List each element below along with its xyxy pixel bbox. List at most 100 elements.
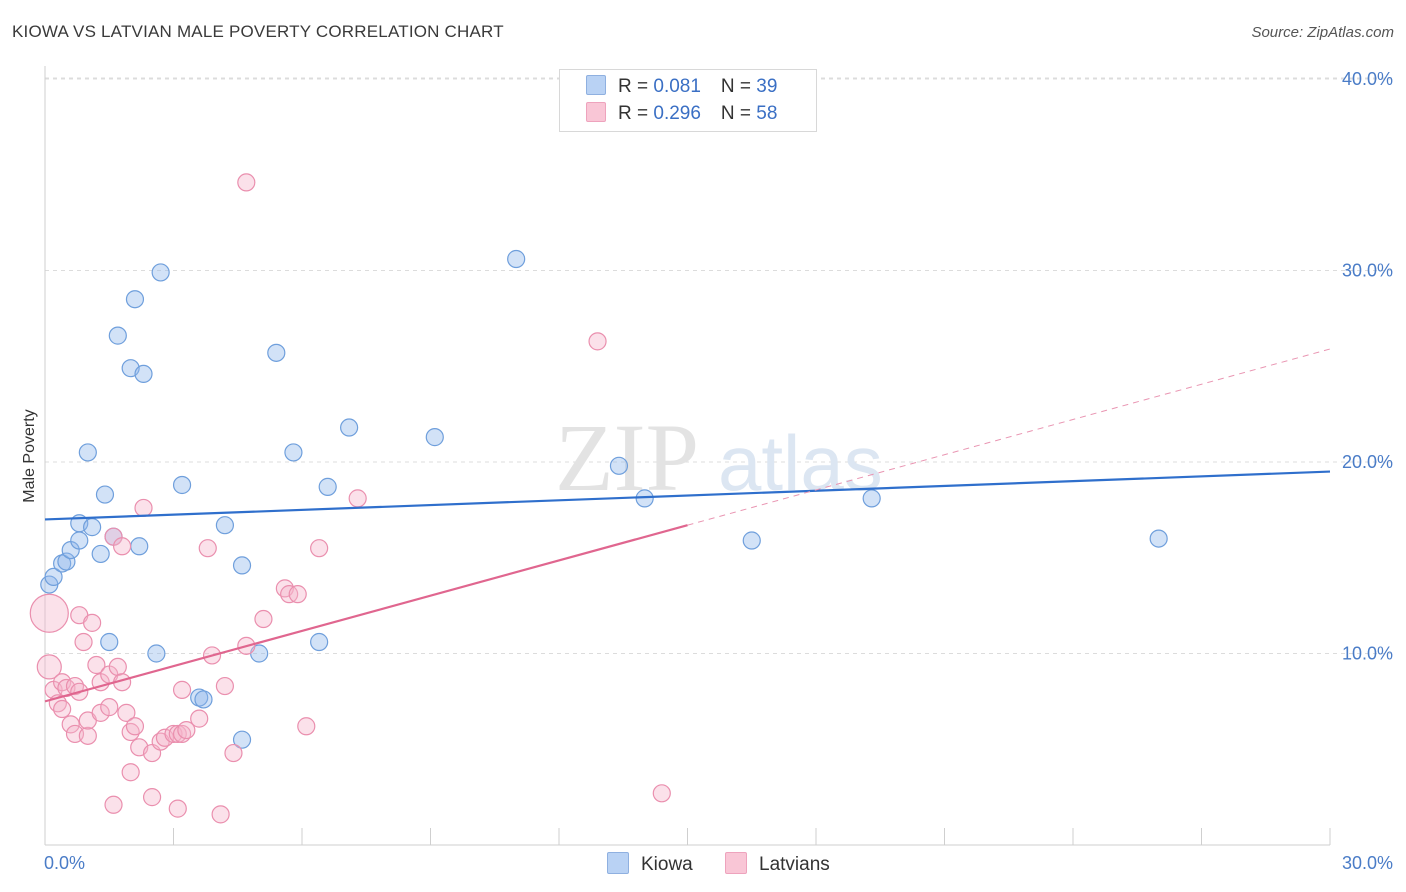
data-point <box>100 632 119 652</box>
data-point <box>83 613 102 632</box>
data-point <box>232 556 252 575</box>
source-label: Source: ZipAtlas.com <box>1251 24 1394 41</box>
y-tick-label: 20.0% <box>1342 452 1393 472</box>
data-point <box>121 763 140 782</box>
data-point <box>168 724 187 744</box>
data-point <box>78 443 97 462</box>
trend-line-latvians <box>44 524 688 703</box>
data-point <box>297 717 316 736</box>
trend-line-latvians-extension <box>687 348 1331 526</box>
legend-label-kiowa: Kiowa <box>641 854 693 875</box>
data-point <box>168 799 187 818</box>
data-point <box>70 531 89 550</box>
y-tick-label: 40.0% <box>1342 69 1393 89</box>
data-point <box>310 539 329 558</box>
legend-label-latvians: Latvians <box>759 854 830 875</box>
x-tick-label: 0.0% <box>44 853 85 873</box>
data-point <box>177 720 196 740</box>
data-point <box>91 544 110 564</box>
data-point <box>1149 529 1168 548</box>
data-point <box>652 784 671 803</box>
legend-n-label: N = <box>720 76 757 97</box>
data-point <box>284 443 303 462</box>
trend-lines <box>44 348 1331 703</box>
data-point <box>198 539 217 558</box>
data-point <box>87 655 106 675</box>
data-point <box>237 173 256 192</box>
data-point <box>211 805 230 824</box>
legend-row-kiowa: R = 0.081 N = 39 <box>586 75 777 99</box>
legend-row-latvians: R = 0.296 N = 58 <box>586 102 777 126</box>
data-point <box>29 593 69 633</box>
legend-n-value: 58 <box>756 103 778 124</box>
y-tick-label: 30.0% <box>1342 261 1393 281</box>
data-point <box>172 475 192 495</box>
data-point <box>78 726 97 745</box>
series-legend: Kiowa Latvians <box>0 852 1406 878</box>
data-point <box>117 703 136 722</box>
legend-n-label: N = <box>720 103 757 124</box>
data-point <box>215 516 234 535</box>
data-point <box>36 654 62 680</box>
data-point <box>134 364 153 384</box>
data-point <box>507 249 526 269</box>
legend-swatch-latvians <box>586 102 606 122</box>
legend-r-value: 0.081 <box>653 76 701 97</box>
data-point <box>104 795 123 814</box>
legend-swatch-kiowa <box>607 852 629 874</box>
series-kiowa <box>40 249 1168 749</box>
data-point <box>57 552 76 571</box>
data-point <box>130 537 149 556</box>
data-point <box>53 699 72 719</box>
legend-r-label: R = <box>618 76 654 97</box>
data-point <box>318 477 337 496</box>
data-point <box>348 489 367 508</box>
legend-r-value: 0.296 <box>653 103 701 124</box>
data-point <box>142 788 162 807</box>
data-point <box>151 263 170 282</box>
data-point <box>95 485 115 504</box>
data-point <box>44 567 63 587</box>
data-point <box>609 456 629 475</box>
data-point <box>125 717 145 736</box>
data-point <box>340 418 359 437</box>
data-point <box>425 428 444 447</box>
data-point <box>194 690 213 709</box>
data-point <box>112 537 132 556</box>
legend-swatch-kiowa <box>586 75 606 95</box>
correlation-legend: R = 0.081 N = 39 R = 0.296 N = 58 <box>559 69 817 132</box>
data-point <box>134 498 153 518</box>
data-point <box>310 632 329 652</box>
legend-swatch-latvians <box>725 852 747 874</box>
data-point <box>74 632 93 652</box>
data-point <box>147 644 166 663</box>
legend-n-value: 39 <box>756 76 778 97</box>
data-point <box>862 489 881 508</box>
chart-title: KIOWA VS LATVIAN MALE POVERTY CORRELATIO… <box>12 22 504 41</box>
series-latvians <box>29 173 671 824</box>
data-point <box>254 609 273 629</box>
data-point <box>61 715 80 734</box>
data-point <box>108 657 127 677</box>
data-point <box>232 730 252 749</box>
y-tick-label: 10.0% <box>1342 644 1393 664</box>
data-point <box>288 585 307 604</box>
legend-item-kiowa: Kiowa <box>607 852 693 876</box>
data-point <box>588 332 607 351</box>
data-point <box>224 743 243 763</box>
legend-item-latvians: Latvians <box>725 852 830 876</box>
x-tick-label: 30.0% <box>1342 853 1393 873</box>
legend-r-label: R = <box>618 103 654 124</box>
y-axis-label: Male Poverty <box>21 409 38 502</box>
data-point <box>172 680 192 699</box>
data-point <box>742 531 761 550</box>
data-point <box>108 326 127 345</box>
watermark-zip: ZIP <box>555 404 699 511</box>
trend-line-kiowa <box>44 470 1331 521</box>
tick-labels: 10.0% 20.0% 30.0% 40.0% 0.0% 30.0% <box>44 69 1393 873</box>
data-point <box>125 290 145 309</box>
axes <box>44 66 1331 846</box>
data-point <box>267 343 286 362</box>
data-point <box>215 676 234 696</box>
